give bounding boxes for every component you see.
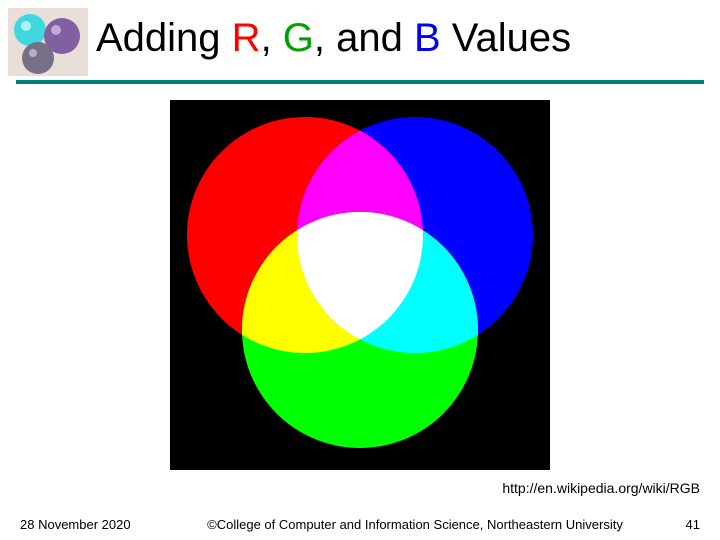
figure-caption: http://en.wikipedia.org/wiki/RGB <box>0 480 720 496</box>
footer-date: 28 November 2020 <box>20 517 170 532</box>
title-sep1: , <box>261 16 283 60</box>
slide-footer: 28 November 2020 ©College of Computer an… <box>0 517 720 532</box>
figure-area <box>0 100 720 470</box>
title-prefix: Adding <box>96 16 232 60</box>
title-rule <box>16 80 704 84</box>
title-r: R <box>232 16 261 60</box>
venn-diagram <box>170 100 550 470</box>
slide-title: Adding R, G, and B Values <box>96 16 712 60</box>
footer-page-number: 41 <box>660 517 700 532</box>
logo <box>8 8 88 76</box>
title-g: G <box>283 16 314 60</box>
title-sep2: , and <box>314 16 414 60</box>
slide-header: Adding R, G, and B Values <box>0 0 720 76</box>
footer-copyright: ©College of Computer and Information Sci… <box>170 517 660 532</box>
title-b: B <box>414 16 441 60</box>
title-wrap: Adding R, G, and B Values <box>96 8 712 60</box>
title-suffix: Values <box>441 16 571 60</box>
